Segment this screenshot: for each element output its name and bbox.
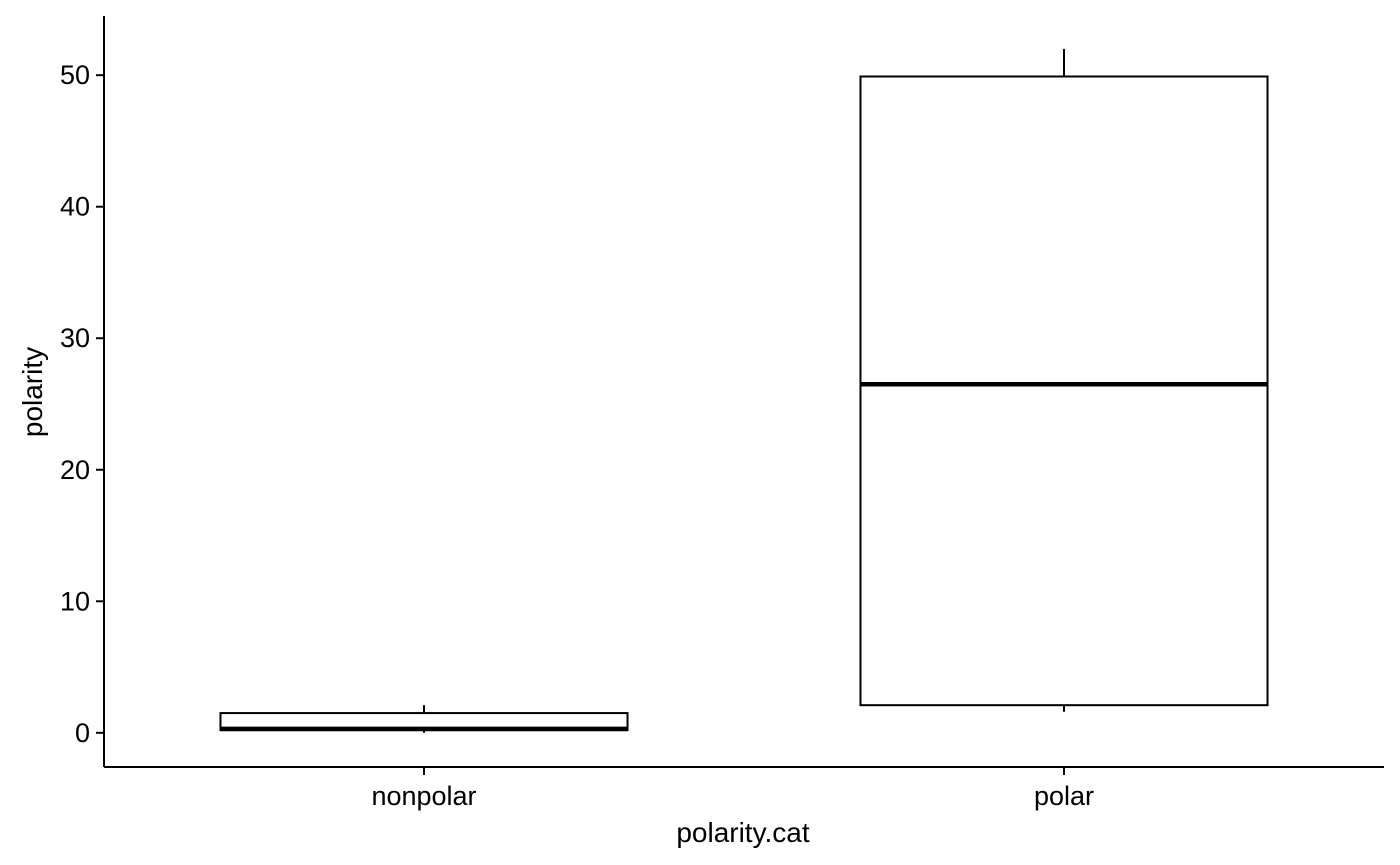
plot-area — [219, 48, 1269, 733]
axes: 0 10 20 30 40 50 nonpolar polar — [60, 16, 1384, 811]
y-tick-label-10: 10 — [60, 586, 90, 616]
x-tick-label-nonpolar: nonpolar — [371, 781, 476, 811]
y-tick-label-30: 30 — [60, 323, 90, 353]
box-polar — [859, 75, 1269, 707]
y-tick-label-50: 50 — [60, 60, 90, 90]
y-tick-label-20: 20 — [60, 455, 90, 485]
y-axis-title: polarity — [17, 347, 48, 437]
y-tick-label-0: 0 — [75, 718, 90, 748]
x-tick-label-polar: polar — [1034, 781, 1094, 811]
y-tick-label-40: 40 — [60, 192, 90, 222]
x-axis-title: polarity.cat — [676, 817, 810, 848]
